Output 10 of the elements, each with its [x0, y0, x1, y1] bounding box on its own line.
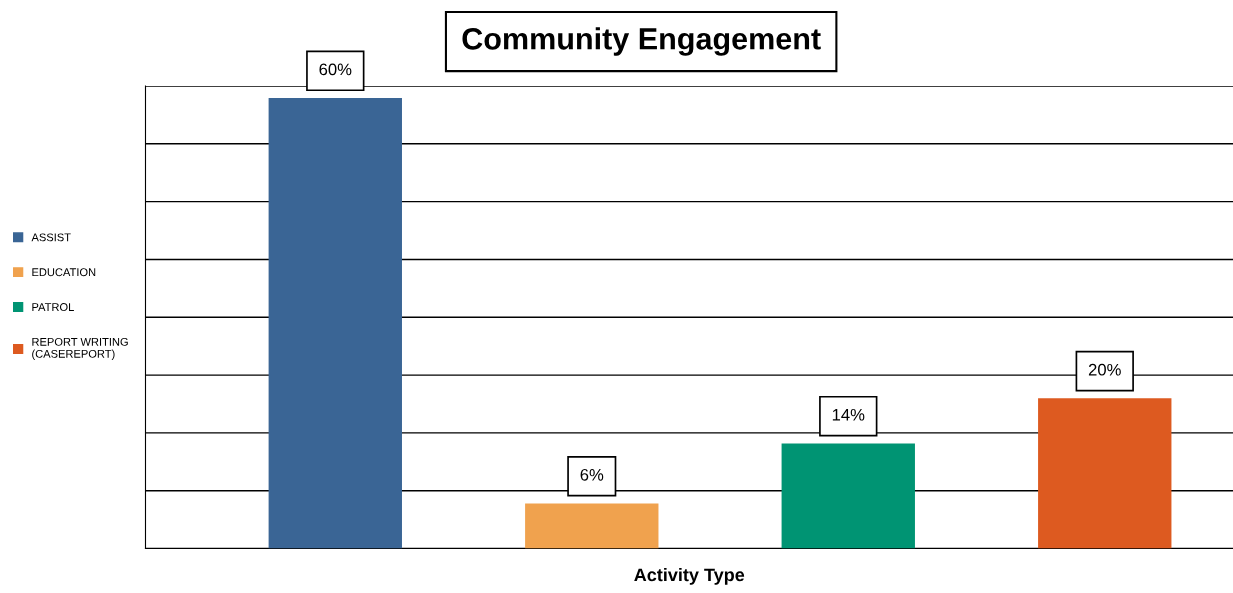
chart-title: Community Engagement [462, 27, 821, 56]
data-label: 20% [1088, 363, 1121, 376]
legend-label: EDUCATION [32, 268, 96, 277]
legend-label: ASSIST [31, 233, 71, 242]
data-label: 14% [832, 408, 865, 421]
data-label: 60% [319, 63, 352, 76]
x-axis-title: Activity Type [634, 567, 745, 585]
data-label: 6% [580, 468, 604, 481]
legend-label: PATROL [32, 303, 74, 311]
legend-label: REPORT WRITING (CASEREPORT) [32, 337, 128, 360]
